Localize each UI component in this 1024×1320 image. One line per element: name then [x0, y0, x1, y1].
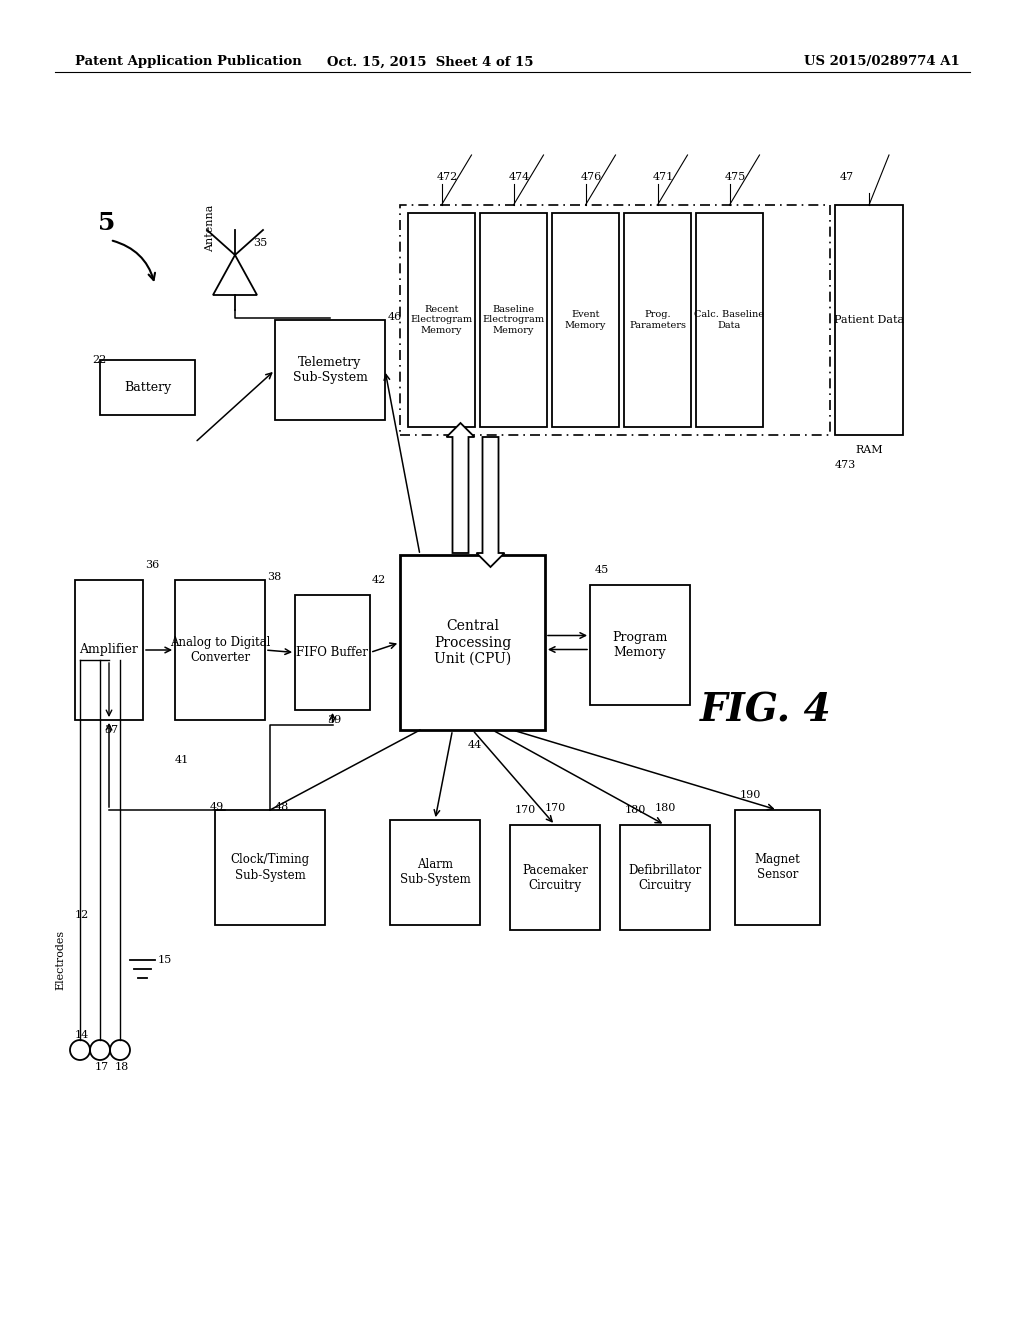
Text: Electrodes: Electrodes — [55, 929, 65, 990]
Text: Analog to Digital
Converter: Analog to Digital Converter — [170, 636, 270, 664]
Bar — [295, 595, 370, 710]
Text: 46: 46 — [388, 312, 402, 322]
Text: 180: 180 — [655, 803, 677, 813]
Text: 190: 190 — [740, 789, 762, 800]
Text: RAM: RAM — [855, 445, 883, 455]
Text: Patient Data: Patient Data — [834, 315, 904, 325]
Text: 170: 170 — [545, 803, 566, 813]
Text: FIG. 4: FIG. 4 — [700, 692, 831, 730]
Text: 37: 37 — [104, 725, 118, 735]
Text: 18: 18 — [115, 1063, 129, 1072]
Bar — [510, 825, 600, 931]
Text: Magnet
Sensor: Magnet Sensor — [755, 854, 801, 882]
Bar — [275, 319, 385, 420]
Bar — [390, 820, 480, 925]
Bar — [624, 213, 691, 426]
Text: 36: 36 — [145, 561, 160, 582]
Bar — [835, 205, 903, 436]
FancyArrow shape — [446, 422, 474, 553]
Text: 48: 48 — [275, 803, 289, 812]
Text: 471: 471 — [652, 172, 674, 182]
Bar — [400, 554, 545, 730]
Text: 170: 170 — [515, 805, 537, 814]
Text: 47: 47 — [840, 172, 854, 182]
Text: Central
Processing
Unit (CPU): Central Processing Unit (CPU) — [434, 619, 511, 665]
Text: Patent Application Publication: Patent Application Publication — [75, 55, 302, 69]
Bar — [552, 213, 618, 426]
Text: 39: 39 — [328, 715, 342, 725]
Bar — [100, 360, 195, 414]
Text: 22: 22 — [92, 355, 106, 366]
Text: Alarm
Sub-System: Alarm Sub-System — [399, 858, 470, 887]
Bar — [735, 810, 820, 925]
Text: 49: 49 — [210, 803, 224, 812]
Text: 17: 17 — [95, 1063, 110, 1072]
FancyArrow shape — [476, 437, 505, 568]
Text: Amplifier: Amplifier — [80, 644, 138, 656]
Text: 38: 38 — [267, 572, 282, 582]
Text: 14: 14 — [75, 1030, 89, 1040]
Text: Baseline
Electrogram
Memory: Baseline Electrogram Memory — [482, 305, 545, 335]
Text: Battery: Battery — [124, 381, 171, 393]
Bar — [175, 579, 265, 719]
Text: 44: 44 — [468, 741, 481, 750]
Text: 35: 35 — [253, 238, 267, 248]
Text: Telemetry
Sub-System: Telemetry Sub-System — [293, 356, 368, 384]
Text: Clock/Timing
Sub-System: Clock/Timing Sub-System — [230, 854, 309, 882]
Bar — [480, 213, 547, 426]
Text: 5: 5 — [98, 211, 116, 235]
Text: 12: 12 — [75, 909, 89, 920]
Bar — [215, 810, 325, 925]
Text: 180: 180 — [625, 805, 646, 814]
Text: Program
Memory: Program Memory — [612, 631, 668, 659]
Text: Recent
Electrogram
Memory: Recent Electrogram Memory — [411, 305, 472, 335]
Text: 474: 474 — [509, 172, 529, 182]
Text: 41: 41 — [175, 755, 189, 766]
Text: 475: 475 — [725, 172, 745, 182]
Bar — [620, 825, 710, 931]
Text: 473: 473 — [835, 459, 856, 470]
Bar — [400, 205, 830, 436]
Bar — [75, 579, 143, 719]
Text: 15: 15 — [158, 954, 172, 965]
Text: 476: 476 — [581, 172, 602, 182]
Text: Calc. Baseline
Data: Calc. Baseline Data — [694, 310, 765, 330]
Bar — [408, 213, 475, 426]
Text: Prog.
Parameters: Prog. Parameters — [629, 310, 686, 330]
Text: Oct. 15, 2015  Sheet 4 of 15: Oct. 15, 2015 Sheet 4 of 15 — [327, 55, 534, 69]
Text: US 2015/0289774 A1: US 2015/0289774 A1 — [804, 55, 961, 69]
Text: Antenna: Antenna — [205, 205, 215, 252]
Text: 42: 42 — [372, 576, 386, 597]
Bar — [590, 585, 690, 705]
Bar — [696, 213, 763, 426]
Text: 45: 45 — [595, 565, 609, 576]
Text: FIFO Buffer: FIFO Buffer — [297, 645, 369, 659]
Text: Pacemaker
Circuitry: Pacemaker Circuitry — [522, 863, 588, 891]
Text: Event
Memory: Event Memory — [565, 310, 606, 330]
Text: Defibrillator
Circuitry: Defibrillator Circuitry — [629, 863, 701, 891]
Text: 472: 472 — [436, 172, 458, 182]
